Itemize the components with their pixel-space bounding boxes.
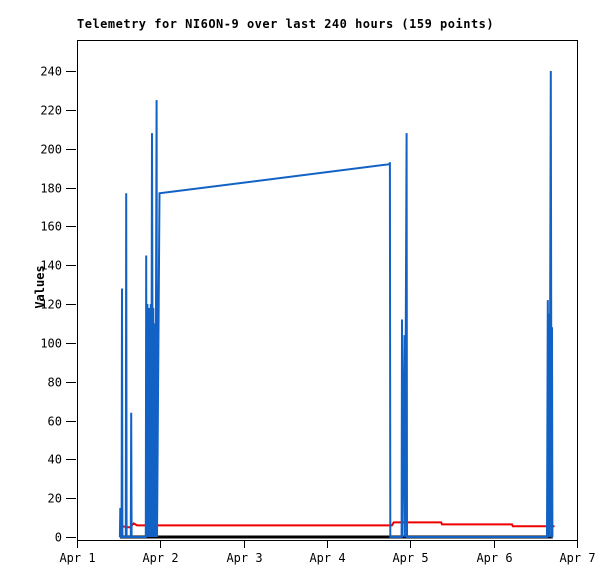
y-tick-label: 80 bbox=[48, 376, 62, 390]
plot-frame bbox=[77, 40, 578, 541]
x-tick-label: Apr 2 bbox=[142, 551, 178, 565]
chart-title: Telemetry for NI6ON-9 over last 240 hour… bbox=[77, 17, 495, 31]
series-channel-red bbox=[119, 520, 555, 529]
y-tick-label: 60 bbox=[48, 415, 62, 429]
x-tick-label: Apr 6 bbox=[476, 551, 512, 565]
y-tick-label: 220 bbox=[40, 104, 62, 118]
y-tick-label: 100 bbox=[40, 337, 62, 351]
x-tick-label: Apr 3 bbox=[226, 551, 262, 565]
x-tick-label: Apr 5 bbox=[392, 551, 428, 565]
y-tick-label: 20 bbox=[48, 492, 62, 506]
y-tick-label: 0 bbox=[55, 531, 62, 545]
x-tick-label: Apr 4 bbox=[309, 551, 345, 565]
y-tick-label: 40 bbox=[48, 453, 62, 467]
x-tick-label: Apr 1 bbox=[59, 551, 95, 565]
y-tick-label: 200 bbox=[40, 143, 62, 157]
x-tick-label: Apr 7 bbox=[559, 551, 595, 565]
y-tick-label: 240 bbox=[40, 65, 62, 79]
y-tick-label: 160 bbox=[40, 220, 62, 234]
y-tick-label: 180 bbox=[40, 182, 62, 196]
y-tick-label: 120 bbox=[40, 298, 62, 312]
series-channel-blue bbox=[118, 70, 554, 538]
y-tick-label: 140 bbox=[40, 259, 62, 273]
